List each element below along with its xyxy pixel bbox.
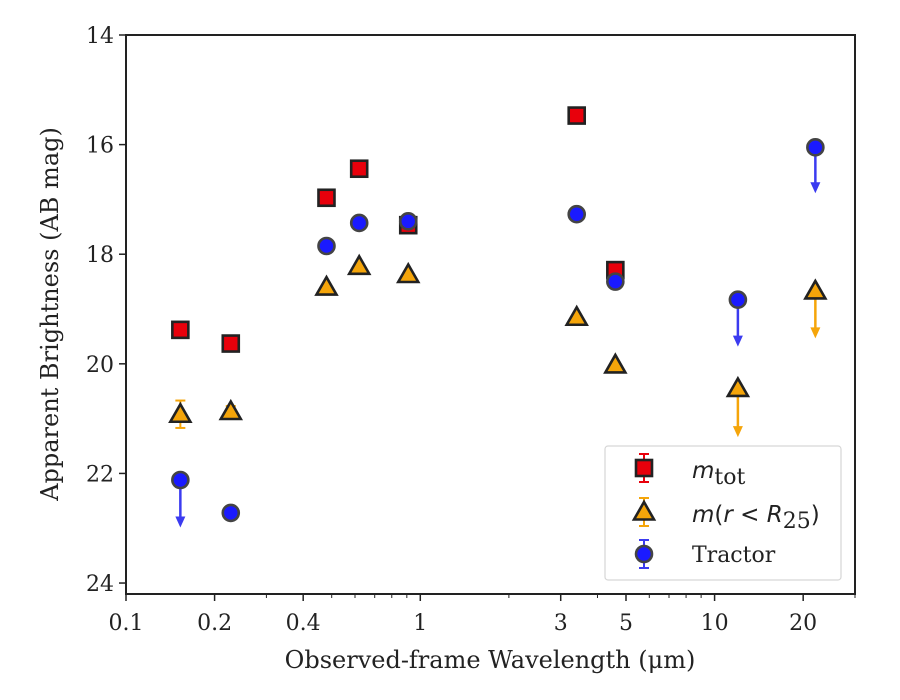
triangle-marker bbox=[314, 274, 339, 296]
legend-box bbox=[604, 445, 842, 581]
x-axis: 0.1 0.2 0.4 1 3 5 10 20 bbox=[109, 594, 856, 636]
y-tick-label: 18 bbox=[86, 243, 114, 268]
y-tick-label: 24 bbox=[86, 572, 114, 597]
triangle-marker bbox=[346, 253, 372, 276]
triangle-marker bbox=[725, 375, 751, 398]
circle-marker bbox=[398, 212, 418, 231]
x-tick-label: 0.1 bbox=[109, 611, 144, 636]
circle-marker bbox=[728, 290, 748, 310]
triangle-marker bbox=[395, 261, 421, 284]
series-2 bbox=[171, 138, 825, 528]
legend: mtot m(r < R25) Tractor bbox=[604, 445, 842, 581]
circle-marker bbox=[349, 213, 369, 233]
y-axis: 14 16 18 20 22 24 bbox=[86, 24, 126, 597]
square-marker bbox=[221, 334, 241, 353]
legend-entry-tractor: Tractor bbox=[692, 543, 776, 568]
x-tick-label: 20 bbox=[789, 611, 817, 636]
y-tick-label: 14 bbox=[86, 24, 114, 49]
square-marker bbox=[349, 159, 369, 179]
square-marker bbox=[567, 106, 587, 125]
x-tick-label: 3 bbox=[554, 611, 568, 636]
circle-marker bbox=[317, 236, 336, 256]
y-tick-label: 22 bbox=[86, 462, 114, 487]
x-tick-label: 5 bbox=[619, 611, 633, 636]
legend-triangle-marker bbox=[631, 499, 657, 521]
legend-circle-marker bbox=[634, 544, 654, 564]
x-tick-label: 0.2 bbox=[197, 611, 232, 636]
y-axis-label: Apparent Brightness (AB mag) bbox=[36, 127, 64, 502]
circle-marker bbox=[606, 272, 625, 291]
x-tick-label: 10 bbox=[701, 611, 729, 636]
triangle-marker bbox=[603, 352, 628, 374]
legend-entry-mtot: mtot bbox=[692, 458, 745, 490]
triangle-marker bbox=[218, 398, 244, 421]
x-tick-label: 0.4 bbox=[286, 611, 321, 636]
x-axis-label: Observed-frame Wavelength (μm) bbox=[285, 646, 696, 674]
plot-frame bbox=[125, 34, 856, 595]
square-marker bbox=[317, 188, 336, 208]
triangle-marker bbox=[564, 304, 589, 327]
circle-marker bbox=[171, 470, 190, 490]
circle-marker bbox=[221, 503, 241, 523]
legend-square-marker bbox=[634, 458, 654, 478]
y-tick-label: 20 bbox=[86, 353, 114, 378]
legend-entry-m-r-r25: m(r < R25) bbox=[692, 502, 820, 534]
square-marker bbox=[171, 320, 190, 340]
triangle-marker bbox=[168, 401, 193, 424]
circle-marker bbox=[806, 138, 825, 157]
circle-marker bbox=[567, 204, 587, 224]
series-1 bbox=[168, 253, 828, 438]
x-tick-label: 1 bbox=[413, 611, 427, 636]
triangle-marker bbox=[803, 278, 828, 300]
y-tick-label: 16 bbox=[86, 134, 114, 159]
chart-marks bbox=[168, 106, 828, 528]
series-0 bbox=[171, 106, 625, 353]
